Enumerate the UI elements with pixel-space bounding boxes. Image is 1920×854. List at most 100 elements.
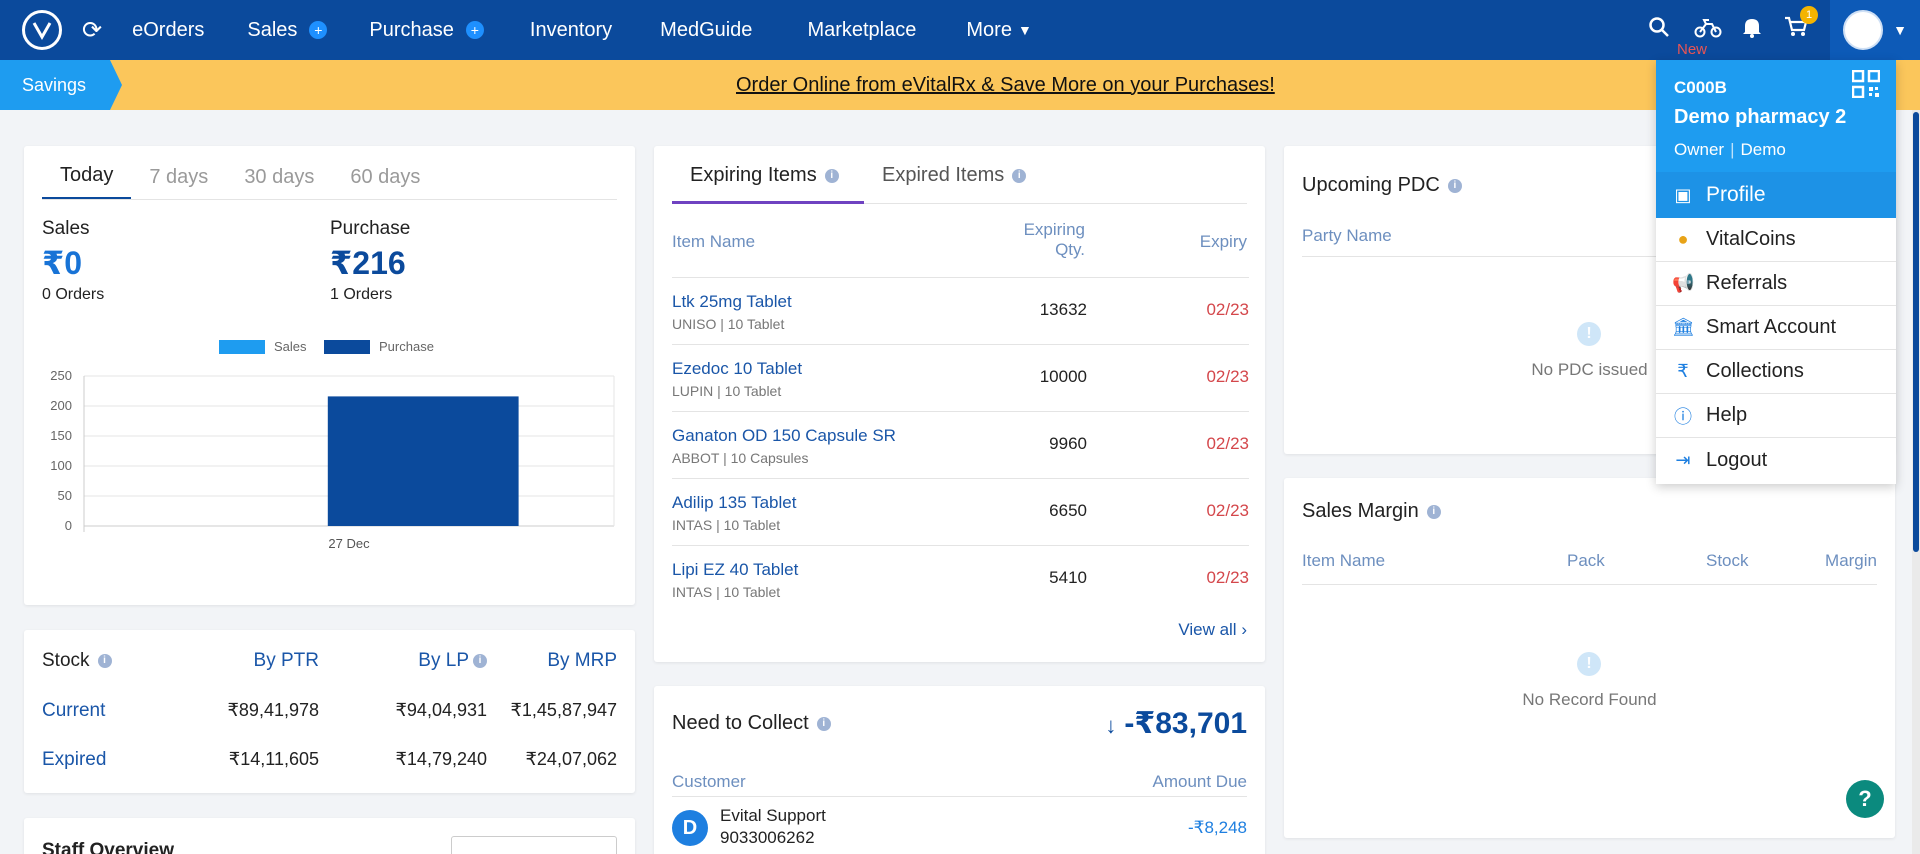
- tab-today[interactable]: Today: [42, 164, 132, 199]
- bell-icon[interactable]: [1742, 16, 1762, 44]
- table-row[interactable]: Ezedoc 10 Tablet LUPIN | 10 Tablet 10000…: [672, 344, 1249, 411]
- stock-row-current-label[interactable]: Current: [42, 700, 106, 721]
- y-tick-label: 0: [65, 518, 72, 533]
- item-sub: UNISO | 10 Tablet: [672, 316, 785, 332]
- avatar: [1843, 10, 1884, 50]
- collect-title: Need to Collect i: [672, 712, 831, 735]
- info-icon[interactable]: i: [1012, 168, 1027, 183]
- banner-link[interactable]: Order Online from eVitalRx & Save More o…: [736, 73, 1275, 96]
- nav-more[interactable]: More ▼: [966, 18, 1032, 41]
- view-all-link[interactable]: View all ›: [1178, 620, 1247, 639]
- table-row[interactable]: Adilip 135 Tablet INTAS | 10 Tablet 6650…: [672, 478, 1249, 545]
- divider: [1302, 584, 1877, 585]
- expiring-card: Expiring Items i Expired Items i Item Name…: [654, 146, 1265, 662]
- item-qty: 9960: [1049, 434, 1087, 453]
- th-item-name: Item Name: [1302, 551, 1386, 570]
- store-name: Demo pharmacy 2: [1674, 106, 1847, 128]
- nav-medguide[interactable]: MedGuide: [660, 18, 753, 41]
- cart-icon[interactable]: 1: [1784, 6, 1818, 44]
- tab-60-days[interactable]: 60 days: [350, 166, 421, 188]
- info-icon[interactable]: i: [473, 653, 487, 668]
- menu-help[interactable]: ⓘ Help: [1656, 394, 1896, 438]
- tab-expiring-items[interactable]: Expiring Items i: [672, 164, 864, 204]
- scrollbar-thumb[interactable]: [1913, 112, 1919, 552]
- purchase-orders: 1 Orders: [330, 286, 393, 303]
- th-amount-due: Amount Due: [1152, 772, 1248, 791]
- chevron-down-icon: ▼: [1017, 22, 1032, 38]
- staff-select[interactable]: [451, 836, 617, 854]
- stock-card: Stock i By PTR By LP i By MRP Current ₹89,…: [24, 630, 635, 793]
- item-name[interactable]: Ezedoc 10 Tablet: [672, 359, 803, 378]
- legend-label: Sales: [274, 339, 307, 354]
- nav-purchase[interactable]: Purchase +: [369, 19, 484, 42]
- y-tick-label: 100: [50, 458, 72, 473]
- col-by-ptr[interactable]: By PTR: [253, 650, 319, 671]
- menu-vitalcoins[interactable]: ● VitalCoins: [1656, 218, 1896, 262]
- profile-menu-toggle[interactable]: ▼: [1830, 0, 1920, 60]
- y-tick-label: 150: [50, 428, 72, 443]
- help-button[interactable]: ?: [1846, 780, 1884, 818]
- promo-banner: Savings Order Online from eVitalRx & Sav…: [0, 60, 1920, 110]
- nav-sales[interactable]: Sales +: [247, 19, 328, 42]
- y-tick-label: 200: [50, 398, 72, 413]
- pdc-empty-text: No PDC issued: [1531, 360, 1648, 379]
- bar-purchase: [327, 396, 519, 526]
- item-expiry: 02/23: [1206, 434, 1249, 453]
- chevron-down-icon: ▼: [1893, 22, 1907, 38]
- purchase-add-icon[interactable]: +: [465, 21, 484, 39]
- nav-inventory[interactable]: Inventory: [529, 18, 613, 41]
- margin-title: Sales Margin i: [1302, 500, 1441, 523]
- stock-title: Stock i: [42, 650, 112, 672]
- menu-collections[interactable]: ₹ Collections: [1656, 350, 1896, 394]
- item-name[interactable]: Ganaton OD 150 Capsule SR: [672, 426, 896, 445]
- item-qty: 13632: [1039, 300, 1087, 319]
- tab-expired-items[interactable]: Expired Items i: [882, 164, 1027, 187]
- nav-eorders[interactable]: eOrders: [132, 18, 205, 41]
- th-party-name: Party Name: [1302, 226, 1392, 245]
- search-icon[interactable]: [1648, 16, 1670, 44]
- info-icon[interactable]: i: [1426, 504, 1441, 519]
- stock-value: ₹14,11,605: [228, 749, 319, 769]
- sales-add-icon[interactable]: +: [309, 21, 328, 39]
- refresh-icon[interactable]: ⟳: [82, 16, 103, 44]
- stock-value: ₹1,45,87,947: [510, 700, 617, 720]
- item-expiry: 02/23: [1206, 300, 1249, 319]
- menu-profile[interactable]: ▣ Profile: [1656, 172, 1896, 218]
- sales-margin-card: Sales Margin i Item Name Pack Stock Margi…: [1284, 478, 1895, 838]
- info-icon[interactable]: i: [816, 716, 831, 731]
- table-row[interactable]: Lipi EZ 40 Tablet INTAS | 10 Tablet 5410…: [672, 545, 1249, 612]
- legend-label: Purchase: [379, 339, 434, 354]
- table-row[interactable]: Ganaton OD 150 Capsule SR ABBOT | 10 Cap…: [672, 411, 1249, 478]
- col-by-mrp[interactable]: By MRP: [547, 650, 617, 671]
- col-by-lp[interactable]: By LP i: [418, 650, 487, 672]
- item-name[interactable]: Lipi EZ 40 Tablet: [672, 560, 799, 579]
- profile-header: C000B Demo pharmacy 2 Owner | Demo ▣ Profil…: [1656, 60, 1896, 218]
- tab-7-days[interactable]: 7 days: [149, 166, 209, 188]
- info-icon[interactable]: i: [97, 653, 112, 668]
- item-name[interactable]: Adilip 135 Tablet: [672, 493, 797, 512]
- logout-icon: ⇥: [1675, 449, 1691, 470]
- table-row[interactable]: Ltk 25mg Tablet UNISO | 10 Tablet 13632 …: [672, 277, 1249, 344]
- info-icon[interactable]: i: [1447, 178, 1462, 193]
- divider: [672, 796, 1247, 797]
- customer-name[interactable]: Evital Support: [720, 806, 826, 825]
- nav-marketplace[interactable]: Marketplace: [807, 18, 917, 41]
- qr-code-icon[interactable]: [1851, 69, 1881, 99]
- info-circle-icon: ⓘ: [1674, 406, 1692, 427]
- avatar: D: [672, 810, 708, 846]
- menu-referrals[interactable]: 📢 Referrals: [1656, 262, 1896, 306]
- tab-30-days[interactable]: 30 days: [244, 166, 315, 188]
- legend-swatch: [219, 340, 265, 354]
- sales-purchase-chart: Sales Purchase 0 50 100 150 200 250 27 Dec: [50, 339, 615, 551]
- menu-smart-account[interactable]: 🏛 Smart Account: [1656, 306, 1896, 350]
- store-icon: ▣: [1674, 184, 1692, 205]
- purchase-value: ₹216: [330, 245, 406, 281]
- info-icon[interactable]: i: [824, 168, 839, 183]
- stock-row-expired-label[interactable]: Expired: [42, 749, 107, 770]
- scrollbar[interactable]: [1912, 110, 1920, 854]
- need-to-collect-card: Need to Collect i ↓ -₹83,701 Customer Amou…: [654, 686, 1265, 854]
- menu-logout[interactable]: ⇥ Logout: [1656, 438, 1896, 482]
- item-name[interactable]: Ltk 25mg Tablet: [672, 292, 792, 311]
- app-logo[interactable]: [22, 10, 62, 50]
- delivery-bike-icon[interactable]: [1694, 16, 1722, 44]
